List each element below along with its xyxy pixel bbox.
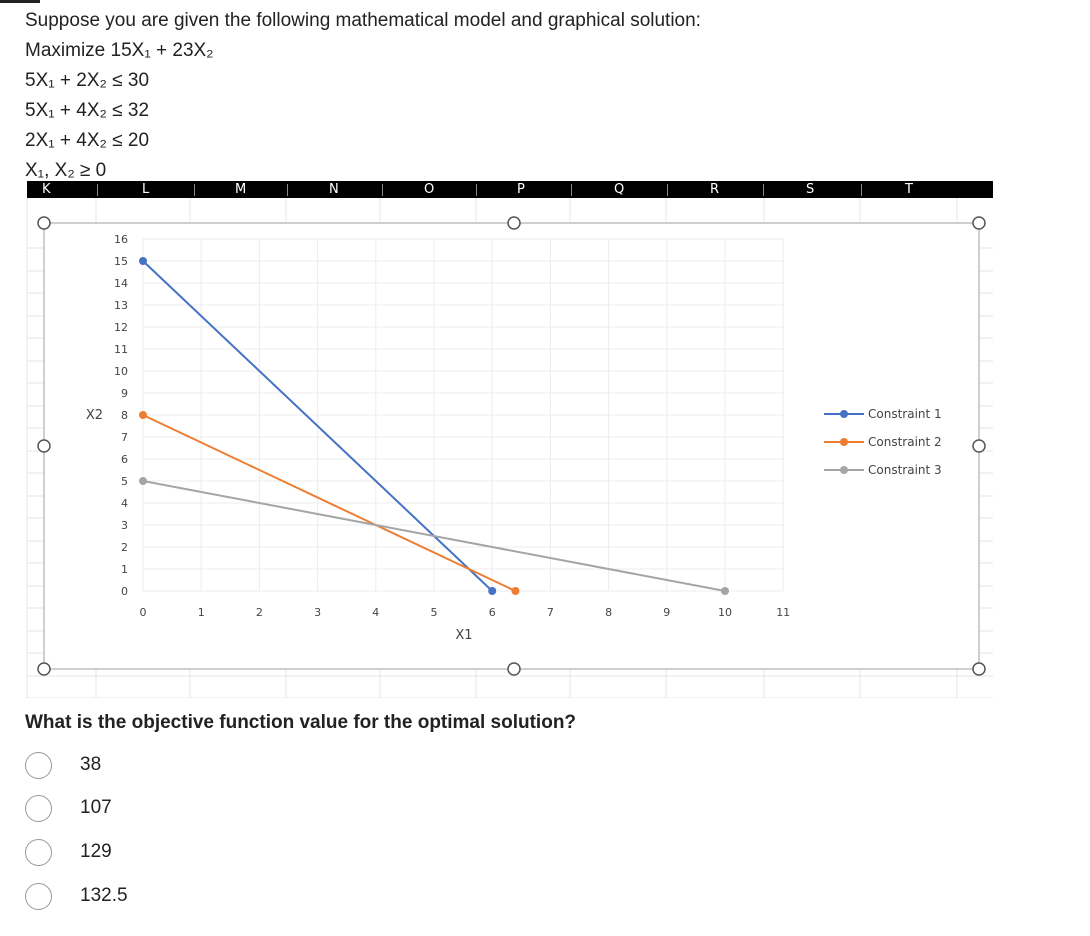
column-letter-m: M — [235, 182, 247, 197]
resize-handle — [37, 439, 51, 453]
option-label: 107 — [80, 797, 112, 818]
y-tick-label: 13 — [114, 299, 128, 312]
y-tick-label: 5 — [121, 475, 128, 488]
column-letter-l: L — [142, 182, 150, 197]
legend-label-3: Constraint 3 — [868, 463, 942, 477]
radio-button[interactable] — [25, 883, 52, 910]
option-label: 38 — [80, 754, 102, 775]
y-tick-label: 12 — [114, 321, 128, 334]
x-tick-label: 1 — [198, 606, 205, 619]
series-line-3 — [142, 480, 726, 592]
y-tick-label: 0 — [121, 585, 128, 598]
constraint-1: 5X₁ + 2X₂ ≤ 30 — [25, 70, 150, 91]
y-tick-label: 14 — [114, 277, 128, 290]
resize-handle — [507, 662, 521, 676]
legend-marker-1 — [840, 410, 848, 418]
column-letter-k: K — [42, 182, 51, 197]
column-separator — [476, 184, 477, 196]
y-tick-label: 7 — [121, 431, 128, 444]
spreadsheet-column-header: K L M N O P Q R S T — [27, 181, 993, 198]
model-intro: Suppose you are given the following math… — [25, 10, 701, 31]
column-letter-s: S — [806, 182, 815, 197]
option-label: 129 — [80, 841, 112, 862]
objective-function: Maximize 15X₁ + 23X₂ — [25, 40, 214, 61]
option-label: 132.5 — [80, 885, 128, 906]
column-letter-r: R — [710, 182, 720, 197]
top-border — [0, 0, 40, 3]
x-tick-label: 6 — [489, 606, 496, 619]
x-tick-label: 9 — [663, 606, 670, 619]
column-separator — [571, 184, 572, 196]
x-axis-label: X1 — [455, 628, 472, 643]
y-tick-label: 8 — [121, 409, 128, 422]
y-tick-label: 15 — [114, 255, 128, 268]
radio-button[interactable] — [25, 752, 52, 779]
y-tick-label: 6 — [121, 453, 128, 466]
x-tick-label: 0 — [140, 606, 147, 619]
column-letter-q: Q — [614, 182, 625, 197]
question-text: What is the objective function value for… — [25, 712, 577, 733]
constraint-2: 5X₁ + 4X₂ ≤ 32 — [25, 100, 150, 121]
y-tick-label: 2 — [121, 541, 128, 554]
column-separator — [382, 184, 383, 196]
radio-button[interactable] — [25, 839, 52, 866]
y-tick-label: 16 — [114, 233, 128, 246]
x-tick-label: 4 — [372, 606, 379, 619]
x-tick-label: 11 — [776, 606, 790, 619]
resize-handle — [972, 662, 986, 676]
y-tick-label: 4 — [121, 497, 128, 510]
y-tick-label: 11 — [114, 343, 128, 356]
resize-handle — [972, 216, 986, 230]
resize-handle — [37, 662, 51, 676]
y-tick-label: 9 — [121, 387, 128, 400]
column-separator — [667, 184, 668, 196]
radio-button[interactable] — [25, 795, 52, 822]
column-letter-o: O — [424, 182, 435, 197]
x-tick-label: 5 — [431, 606, 438, 619]
column-separator — [287, 184, 288, 196]
column-separator — [97, 184, 98, 196]
legend-marker-2 — [840, 438, 848, 446]
series-marker-3 — [139, 477, 147, 485]
chart-frame — [43, 222, 980, 670]
series-marker-2 — [511, 587, 520, 595]
series-marker-2 — [139, 411, 147, 419]
resize-handle — [507, 216, 521, 230]
resize-handle — [972, 439, 986, 453]
y-axis-label: X2 — [86, 408, 103, 423]
column-letter-t: T — [905, 182, 913, 197]
column-letter-n: N — [329, 182, 339, 197]
series-marker-1 — [139, 257, 147, 265]
x-tick-label: 7 — [547, 606, 554, 619]
x-tick-label: 2 — [256, 606, 263, 619]
legend-label-1: Constraint 1 — [868, 407, 942, 421]
column-separator — [763, 184, 764, 196]
series-marker-1 — [488, 587, 497, 595]
math-model: Suppose you are given the following math… — [25, 6, 701, 186]
x-tick-label: 3 — [314, 606, 321, 619]
x-tick-label: 8 — [605, 606, 612, 619]
y-tick-label: 1 — [121, 563, 128, 576]
column-separator — [194, 184, 195, 196]
legend-marker-3 — [840, 466, 848, 474]
series-line-2 — [142, 414, 516, 592]
y-tick-label: 3 — [121, 519, 128, 532]
series-marker-3 — [721, 587, 729, 595]
x-tick-label: 10 — [718, 606, 732, 619]
column-separator — [861, 184, 862, 196]
constraint-3: 2X₁ + 4X₂ ≤ 20 — [25, 130, 150, 151]
y-tick-label: 10 — [114, 365, 128, 378]
nonnegativity: X₁, X₂ ≥ 0 — [25, 160, 107, 181]
resize-handle — [37, 216, 51, 230]
column-letter-p: P — [517, 182, 525, 197]
legend-label-2: Constraint 2 — [868, 435, 942, 449]
